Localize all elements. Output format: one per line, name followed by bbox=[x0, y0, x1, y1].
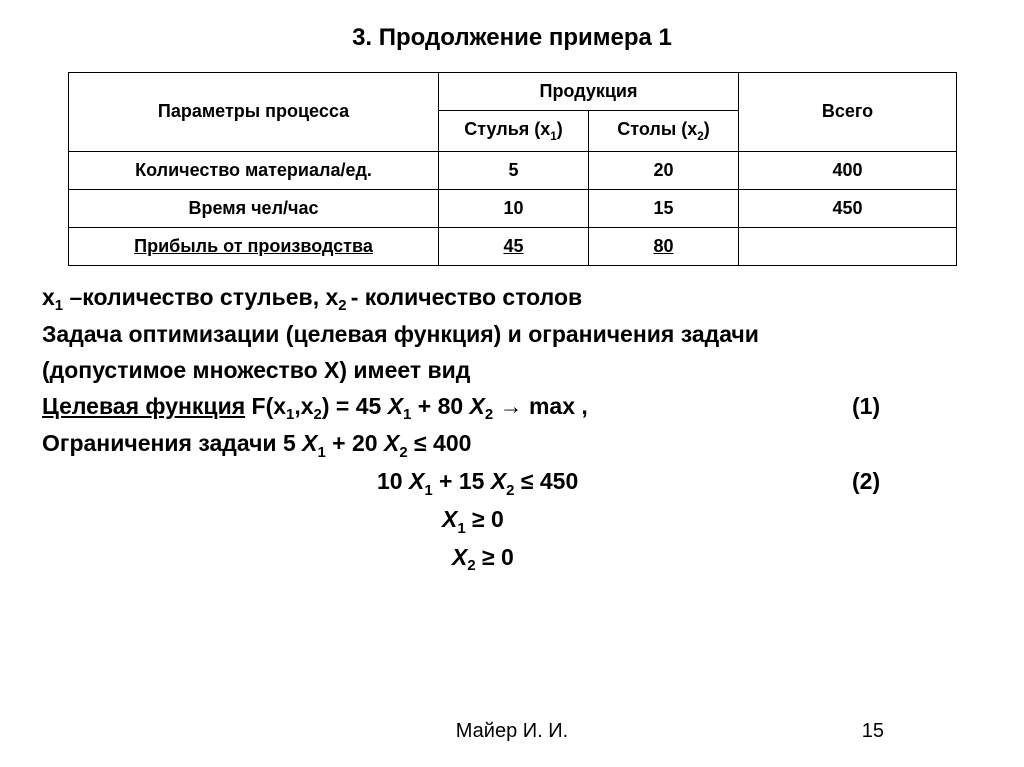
cell-c2: 20 bbox=[589, 151, 739, 189]
constraints-line-3: X1 ≥ 0 bbox=[42, 502, 982, 540]
th-params: Параметры процесса bbox=[69, 73, 439, 152]
equation-number-2: (2) bbox=[852, 464, 880, 500]
cell-c2: 15 bbox=[589, 189, 739, 227]
cell-label: Количество материала/ед. bbox=[69, 151, 439, 189]
equation-number-1: (1) bbox=[852, 389, 880, 425]
constraints-line-2: 10 X1 + 15 X2 ≤ 450 (2) bbox=[42, 464, 982, 502]
text-line-2: Задача оптимизации (целевая функция) и о… bbox=[42, 317, 982, 353]
cell-total bbox=[739, 227, 957, 265]
definition-line: x1 –количество стульев, x2 - количество … bbox=[42, 280, 982, 318]
text-line-3: (допустимое множество X) имеет вид bbox=[42, 353, 982, 389]
cell-c1: 10 bbox=[439, 189, 589, 227]
cell-label: Время чел/час bbox=[69, 189, 439, 227]
table-row: Прибыль от производства 45 80 bbox=[69, 227, 957, 265]
cell-c1: 5 bbox=[439, 151, 589, 189]
th-chairs: Стулья (x1) bbox=[439, 111, 589, 152]
cell-c1: 45 bbox=[439, 227, 589, 265]
th-products-group: Продукция bbox=[439, 73, 739, 111]
table-header-row-1: Параметры процесса Продукция Всего bbox=[69, 73, 957, 111]
cell-label: Прибыль от производства bbox=[69, 227, 439, 265]
cell-c2: 80 bbox=[589, 227, 739, 265]
objective-function-line: Целевая функция F(x1,x2) = 45 X1 + 80 X2… bbox=[42, 389, 982, 427]
constraints-line-4: X2 ≥ 0 bbox=[42, 540, 982, 578]
cell-total: 400 bbox=[739, 151, 957, 189]
data-table: Параметры процесса Продукция Всего Стуль… bbox=[68, 72, 956, 266]
th-tables: Столы (x2) bbox=[589, 111, 739, 152]
table-row: Количество материала/ед. 5 20 400 bbox=[69, 151, 957, 189]
body-text: x1 –количество стульев, x2 - количество … bbox=[42, 280, 982, 578]
page-title: 3. Продолжение примера 1 bbox=[0, 24, 1024, 52]
constraints-line-1: Ограничения задачи 5 X1 + 20 X2 ≤ 400 bbox=[42, 426, 982, 464]
cell-total: 450 bbox=[739, 189, 957, 227]
th-total: Всего bbox=[739, 73, 957, 152]
table-row: Время чел/час 10 15 450 bbox=[69, 189, 957, 227]
page-number: 15 bbox=[862, 720, 884, 743]
